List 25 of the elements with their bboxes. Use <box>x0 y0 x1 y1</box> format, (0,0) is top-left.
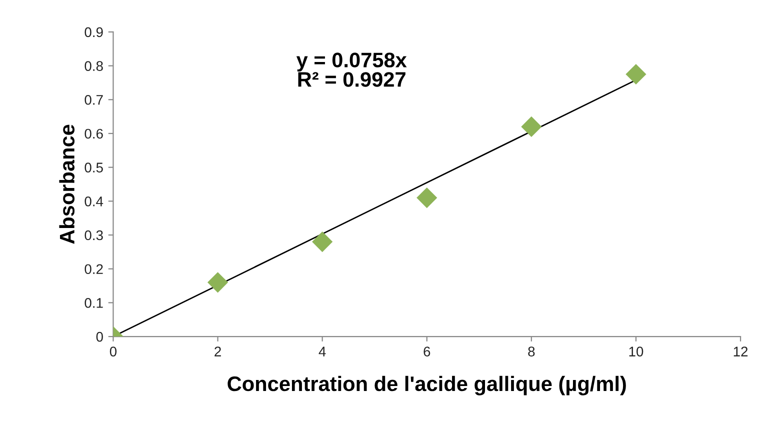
x-axis-title: Concentration de l'acide gallique (µg/ml) <box>228 376 626 396</box>
point <box>416 187 438 208</box>
x-tick-label: 8 <box>528 346 535 356</box>
y-tick-label: 0.3 <box>84 230 103 240</box>
y-tick-label: 0.8 <box>84 61 103 71</box>
x-tick-label: 12 <box>734 346 748 356</box>
point <box>521 116 542 138</box>
point <box>207 272 228 293</box>
y-tick-label: 0.9 <box>84 27 103 38</box>
x-tick-label: 6 <box>424 346 430 356</box>
point <box>626 64 646 85</box>
point <box>312 231 333 252</box>
x-tick-label: 4 <box>318 346 326 356</box>
y-tick-label: 0.2 <box>84 264 103 274</box>
y-tick-label: 0.4 <box>84 196 104 206</box>
annotation: y = 0.0758x R² = 0.9927 <box>296 52 407 87</box>
y-tick-label: 0.7 <box>84 94 103 105</box>
y-tick-label: 0.1 <box>84 298 103 308</box>
x-tick-label: 0 <box>110 346 117 356</box>
y-tick-label: 0.5 <box>84 162 103 172</box>
x-tick-label: 2 <box>214 346 221 356</box>
x-tick-label: 10 <box>629 346 644 356</box>
y-tick-label: 0 <box>96 332 103 342</box>
y-tick-label: 0.6 <box>84 128 103 139</box>
y-axis-title: Absorbance <box>59 124 75 244</box>
